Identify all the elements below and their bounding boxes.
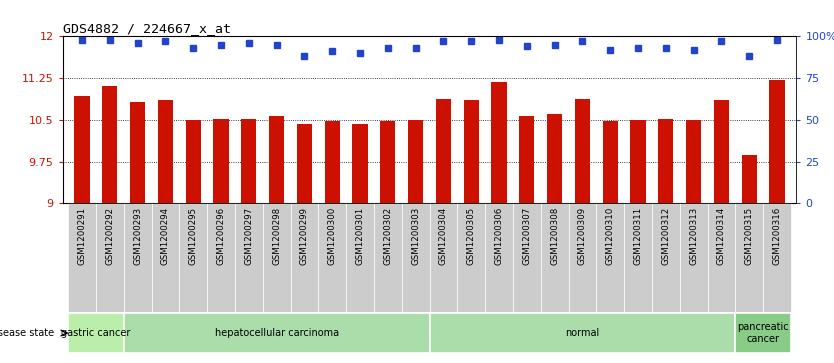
Text: GSM1200292: GSM1200292 (105, 207, 114, 265)
Bar (408, 120, 423, 203)
Bar (324, 122, 340, 203)
Bar (631, 120, 646, 203)
Text: GSM1200295: GSM1200295 (188, 207, 198, 265)
Bar (763, 203, 791, 312)
Bar (519, 116, 535, 203)
Text: GSM1200312: GSM1200312 (661, 207, 671, 265)
Text: GSM1200300: GSM1200300 (328, 207, 337, 265)
Text: GSM1200302: GSM1200302 (384, 207, 392, 265)
Bar (102, 86, 118, 203)
Bar (68, 313, 123, 353)
Text: GSM1200294: GSM1200294 (161, 207, 170, 265)
Bar (513, 203, 540, 312)
Bar (319, 203, 346, 312)
Bar (290, 203, 319, 312)
Bar (214, 119, 229, 203)
Text: GSM1200307: GSM1200307 (522, 207, 531, 265)
Text: GSM1200309: GSM1200309 (578, 207, 587, 265)
Bar (235, 203, 263, 312)
Bar (402, 203, 430, 312)
Bar (596, 203, 624, 312)
Text: GSM1200296: GSM1200296 (217, 207, 225, 265)
Text: GSM1200298: GSM1200298 (272, 207, 281, 265)
Bar (430, 313, 736, 353)
Bar (263, 203, 290, 312)
Bar (575, 99, 590, 203)
Text: normal: normal (565, 328, 600, 338)
Text: GSM1200299: GSM1200299 (300, 207, 309, 265)
Bar (352, 124, 368, 203)
Bar (769, 80, 785, 203)
Bar (602, 122, 618, 203)
Bar (686, 120, 701, 203)
Bar (540, 203, 569, 312)
Bar (547, 114, 562, 203)
Bar (624, 203, 652, 312)
Bar (68, 203, 96, 312)
Bar (736, 203, 763, 312)
Bar (269, 116, 284, 203)
Bar (485, 203, 513, 312)
Bar (680, 203, 707, 312)
Bar (435, 99, 451, 203)
Bar (741, 155, 757, 203)
Text: GSM1200311: GSM1200311 (634, 207, 642, 265)
Bar (714, 100, 729, 203)
Text: GSM1200305: GSM1200305 (467, 207, 475, 265)
Text: GSM1200313: GSM1200313 (689, 207, 698, 265)
Text: hepatocellular carcinoma: hepatocellular carcinoma (214, 328, 339, 338)
Bar (96, 203, 123, 312)
Bar (179, 203, 207, 312)
Text: GSM1200310: GSM1200310 (605, 207, 615, 265)
Text: GSM1200304: GSM1200304 (439, 207, 448, 265)
Text: GSM1200315: GSM1200315 (745, 207, 754, 265)
Text: disease state: disease state (0, 328, 54, 338)
Text: GSM1200293: GSM1200293 (133, 207, 142, 265)
Bar (74, 97, 90, 203)
Text: GDS4882 / 224667_x_at: GDS4882 / 224667_x_at (63, 22, 230, 35)
Text: GSM1200297: GSM1200297 (244, 207, 254, 265)
Text: pancreatic
cancer: pancreatic cancer (737, 322, 789, 344)
Bar (297, 124, 312, 203)
Bar (457, 203, 485, 312)
Bar (652, 203, 680, 312)
Text: GSM1200301: GSM1200301 (355, 207, 364, 265)
Bar (707, 203, 736, 312)
Text: GSM1200314: GSM1200314 (717, 207, 726, 265)
Bar (346, 203, 374, 312)
Bar (658, 119, 674, 203)
Bar (207, 203, 235, 312)
Bar (185, 120, 201, 203)
Bar (158, 100, 173, 203)
Text: GSM1200306: GSM1200306 (495, 207, 504, 265)
Bar (241, 119, 256, 203)
Bar (430, 203, 457, 312)
Bar (123, 313, 430, 353)
Bar (152, 203, 179, 312)
Bar (380, 122, 395, 203)
Text: GSM1200303: GSM1200303 (411, 207, 420, 265)
Bar (130, 102, 145, 203)
Bar (491, 82, 507, 203)
Bar (374, 203, 402, 312)
Bar (736, 313, 791, 353)
Text: gastric cancer: gastric cancer (61, 328, 131, 338)
Text: GSM1200308: GSM1200308 (550, 207, 559, 265)
Text: GSM1200291: GSM1200291 (78, 207, 87, 265)
Bar (464, 100, 479, 203)
Bar (123, 203, 152, 312)
Text: GSM1200316: GSM1200316 (772, 207, 781, 265)
Bar (569, 203, 596, 312)
